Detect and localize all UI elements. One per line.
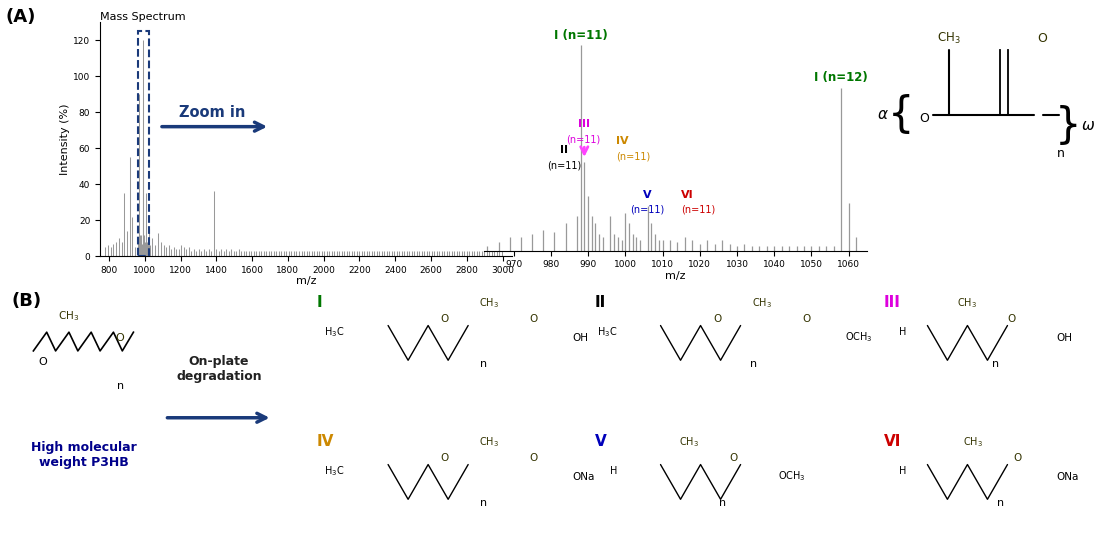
Text: n: n	[480, 499, 487, 509]
Text: n: n	[719, 499, 726, 509]
Text: OCH$_3$: OCH$_3$	[845, 331, 873, 344]
Text: O: O	[38, 356, 47, 367]
Text: CH$_3$: CH$_3$	[479, 435, 499, 449]
Text: (n=11): (n=11)	[566, 135, 600, 145]
Text: n: n	[751, 359, 757, 369]
Text: $\omega$: $\omega$	[1081, 118, 1095, 133]
Text: V: V	[644, 189, 652, 199]
Text: OH: OH	[573, 333, 588, 343]
Text: O: O	[729, 453, 738, 463]
Text: }: }	[1054, 105, 1081, 146]
Text: Zoom in: Zoom in	[179, 105, 245, 120]
Text: I: I	[317, 295, 322, 310]
Text: CH$_3$: CH$_3$	[937, 31, 961, 46]
Text: II: II	[559, 145, 568, 155]
X-axis label: m/z: m/z	[665, 271, 686, 281]
Text: III: III	[884, 295, 901, 310]
Text: OH: OH	[1056, 333, 1072, 343]
Text: (n=11): (n=11)	[616, 152, 651, 162]
Text: O: O	[1013, 453, 1022, 463]
Text: ONa: ONa	[1056, 472, 1079, 482]
Text: O: O	[920, 111, 929, 125]
Text: n: n	[997, 499, 1004, 509]
Y-axis label: Intensity (%): Intensity (%)	[60, 104, 70, 175]
Text: H$_3$C: H$_3$C	[325, 325, 345, 339]
Text: (n=11): (n=11)	[631, 205, 665, 215]
Text: CH$_3$: CH$_3$	[479, 296, 499, 310]
Text: CH$_3$: CH$_3$	[963, 435, 983, 449]
Text: IV: IV	[317, 434, 335, 449]
Text: H: H	[898, 327, 906, 337]
Text: (B): (B)	[11, 292, 41, 310]
Text: O: O	[440, 314, 449, 324]
Text: H: H	[898, 466, 906, 476]
Text: I (n=11): I (n=11)	[554, 28, 607, 42]
Text: CH$_3$: CH$_3$	[679, 435, 699, 449]
Text: CH$_3$: CH$_3$	[957, 296, 977, 310]
Text: O: O	[1007, 314, 1016, 324]
Text: O: O	[529, 453, 538, 463]
Text: n: n	[992, 359, 999, 369]
Text: On-plate
degradation: On-plate degradation	[176, 355, 262, 383]
Text: H: H	[609, 466, 617, 476]
Text: n: n	[480, 359, 487, 369]
Text: High molecular
weight P3HB: High molecular weight P3HB	[30, 441, 137, 469]
Text: H$_3$C: H$_3$C	[325, 465, 345, 478]
Text: O: O	[440, 453, 449, 463]
Text: Mass Spectrum: Mass Spectrum	[100, 12, 186, 22]
Text: {: {	[888, 94, 914, 136]
Text: O: O	[529, 314, 538, 324]
Text: ONa: ONa	[573, 472, 595, 482]
Text: O: O	[116, 333, 125, 343]
Text: VI: VI	[682, 189, 694, 199]
Text: (n=11): (n=11)	[682, 205, 715, 215]
Text: III: III	[577, 119, 589, 129]
Text: (n=11): (n=11)	[547, 160, 580, 170]
Text: OCH$_3$: OCH$_3$	[778, 470, 806, 483]
Text: VI: VI	[884, 434, 902, 449]
Text: n: n	[1058, 148, 1065, 160]
Text: n: n	[117, 380, 123, 390]
Text: O: O	[1037, 32, 1048, 45]
Text: (A): (A)	[6, 8, 36, 26]
Text: I (n=12): I (n=12)	[814, 71, 868, 85]
Bar	[138, 31, 149, 256]
Text: O: O	[713, 314, 722, 324]
Text: CH$_3$: CH$_3$	[752, 296, 772, 310]
Text: CH$_3$: CH$_3$	[58, 309, 80, 323]
Text: V: V	[595, 434, 607, 449]
Text: IV: IV	[616, 136, 628, 146]
X-axis label: m/z: m/z	[296, 276, 316, 286]
Text: II: II	[595, 295, 606, 310]
Text: $\alpha$: $\alpha$	[877, 108, 888, 122]
Text: O: O	[802, 314, 811, 324]
Text: H$_3$C: H$_3$C	[597, 325, 617, 339]
